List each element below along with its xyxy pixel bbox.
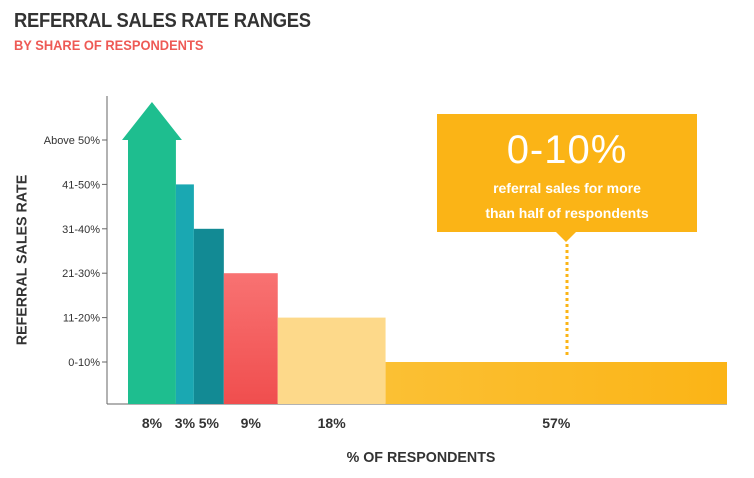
bar-value-label: 5% xyxy=(199,415,220,431)
bar-11-20- xyxy=(277,317,386,404)
chart-subtitle: BY SHARE OF RESPONDENTS xyxy=(14,37,204,53)
bar-value-label: 9% xyxy=(241,415,262,431)
y-tick-label: Above 50% xyxy=(44,135,100,147)
y-tick-label: 0-10% xyxy=(68,357,100,369)
bar-0-10- xyxy=(385,362,727,404)
x-axis-label: % OF RESPONDENTS xyxy=(346,449,496,466)
y-tick-label: 41-50% xyxy=(62,179,100,191)
bar-value-label: 8% xyxy=(142,415,163,431)
callout-text-line1: referral sales for more xyxy=(493,180,641,196)
y-tick-label: 21-30% xyxy=(62,268,100,280)
bar-31-40- xyxy=(193,228,224,404)
bar-above-50- xyxy=(122,102,182,404)
y-tick-label: 31-40% xyxy=(62,224,100,236)
chart-title: REFERRAL SALES RATE RANGES xyxy=(14,10,311,32)
bar-value-label: 3% xyxy=(175,415,196,431)
bar-value-label: 57% xyxy=(542,415,571,431)
bar-value-label: 18% xyxy=(318,415,347,431)
callout-text-line2: than half of respondents xyxy=(485,205,649,221)
callout-box: 0-10% referral sales for more than half … xyxy=(437,114,697,242)
bar-41-50- xyxy=(175,184,194,404)
y-tick-label: 11-20% xyxy=(63,313,100,325)
callout-value: 0-10% xyxy=(506,128,628,172)
bar-21-30- xyxy=(223,273,278,404)
